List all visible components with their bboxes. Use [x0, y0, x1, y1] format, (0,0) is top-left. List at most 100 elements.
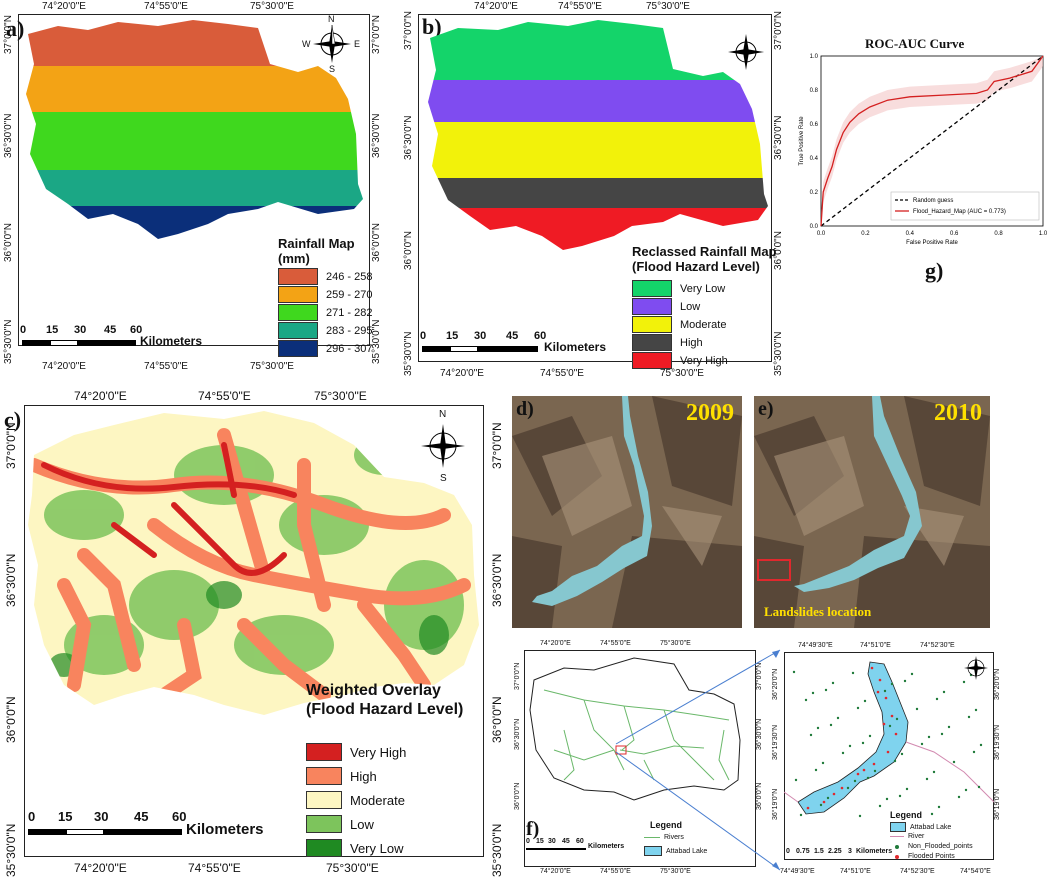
flooded-point [822, 800, 826, 804]
non-flooded-point [814, 768, 818, 772]
scale-unit: Kilometers [544, 340, 607, 354]
compass-s: S [440, 473, 447, 484]
legend-label: 271 - 282 [326, 306, 373, 319]
bottom-coord: 74°55'0"E [540, 368, 584, 379]
legend-swatch [278, 340, 318, 357]
non-flooded-point [930, 812, 934, 816]
legend-title: Weighted Overlay (Flood Hazard Level) [306, 682, 464, 718]
non-flooded-point [831, 681, 835, 685]
top-coord: 74°55'0"E [144, 1, 188, 12]
non-flooded-point [977, 785, 981, 789]
x-tick-label: 0.2 [861, 231, 870, 237]
scale-tick: 15 [536, 838, 544, 845]
non-flooded-point [853, 779, 857, 783]
right-coord: 36°20'0"N [994, 668, 1001, 700]
panel-g-label: g) [925, 258, 944, 283]
legend-entry: Random guess [913, 198, 953, 204]
x-tick-label: 0.0 [817, 231, 826, 237]
non-flooded-point [861, 741, 865, 745]
legend-label: 259 - 270 [326, 288, 373, 301]
scale-tick: 0 [526, 838, 530, 845]
right-coord: 36°0'0"N [371, 223, 382, 262]
non-flooded-point [811, 691, 815, 695]
left-coord: 36°30'0"N [3, 113, 14, 159]
y-tick-label: 0.6 [810, 122, 819, 128]
scale-tick: 45 [104, 324, 117, 336]
panel-a-label: a) [6, 16, 25, 41]
compass-s: S [329, 64, 336, 74]
right-coord: 37°0'0"N [490, 422, 504, 469]
bottom-coord: 75°30'0"E [326, 861, 379, 875]
non-flooded-point [878, 804, 882, 808]
y-tick-label: 0.4 [810, 156, 819, 162]
legend-label: Non_Flooded_points [908, 843, 973, 850]
left-coord: 36°0'0"N [403, 231, 414, 270]
x-axis-label: False Positive Rate [906, 240, 958, 246]
bottom-coord: 74°54'0"E [960, 868, 991, 875]
flooded-point [882, 722, 886, 726]
scale-tick: 30 [94, 809, 109, 824]
non-flooded-point [858, 814, 862, 818]
legend-label: 296 - 307 [326, 342, 373, 355]
legend-swatch [632, 334, 672, 351]
legend-title: Reclassed Rainfall Map (Flood Hazard Lev… [632, 244, 777, 274]
legend-label: Low [350, 816, 374, 832]
flooded-point [862, 768, 866, 772]
y-tick-label: 0.8 [810, 88, 819, 94]
legend-label: Rivers [664, 834, 684, 841]
legend-box [890, 191, 1040, 221]
non-flooded-point [974, 708, 978, 712]
right-coord: 37°0'0"N [371, 15, 382, 54]
non-flooded-point [915, 707, 919, 711]
compass-n: N [439, 409, 447, 420]
top-coord: 74°20'0"E [474, 1, 518, 12]
legend-item: River [890, 833, 924, 840]
flooded-point [890, 714, 894, 718]
non-flooded-point [821, 761, 825, 765]
scale-tick: 45 [506, 330, 519, 342]
flooded-point [856, 772, 860, 776]
scale-tick: 0 [420, 330, 427, 342]
right-coord: 37°0'0"N [773, 11, 784, 50]
scale-unit: Kilometers [588, 843, 625, 850]
legend-swatch [278, 304, 318, 321]
legend-item: Very High [632, 352, 728, 369]
satellite-2010: e) 2010 Landslides location [754, 396, 990, 628]
left-coord: 36°30'0"N [403, 115, 414, 161]
scale-tick: 1.5 [814, 848, 824, 855]
legend-item: Very Low [306, 839, 403, 857]
panel-g: ROC-AUC Curve 0.0 0.2 0.4 0.6 0.8 1.0 0.0 0.2 0.… [795, 30, 1052, 290]
compass-e: E [354, 39, 361, 49]
panel-f-inset: 74°49'30"E 74°51'0"E 74°52'30"E 74°49'30… [770, 640, 1052, 881]
legend-label: 283 - 295 [326, 324, 373, 337]
legend-title: Legend [890, 810, 923, 820]
river-network-map [529, 657, 741, 801]
legend-item: Very High [306, 743, 406, 761]
flooded-point [870, 666, 874, 670]
confidence-band [821, 56, 1043, 226]
legend-label: Very High [680, 354, 728, 367]
non-flooded-point [925, 777, 929, 781]
satellite-2009: d) 2009 [512, 396, 742, 628]
legend-label: Moderate [350, 792, 405, 808]
non-flooded-point [799, 813, 803, 817]
y-tick-label: 0.0 [810, 224, 819, 230]
weighted-overlay-map [28, 411, 479, 715]
non-flooded-point [962, 680, 966, 684]
non-flooded-point [967, 715, 971, 719]
legend-label: Flooded Points [908, 853, 955, 860]
bottom-coord: 74°20'0"E [42, 361, 86, 372]
compass-rose-b [726, 32, 766, 72]
scale-tick: 60 [576, 838, 584, 845]
bottom-coord: 75°30'0"E [250, 361, 294, 372]
legend-item: Attabad Lake [644, 846, 707, 856]
top-coord: 75°30'0"E [660, 640, 691, 647]
scale-unit: Kilometers [140, 334, 203, 348]
legend-swatch [278, 286, 318, 303]
bottom-coord: 75°30'0"E [660, 868, 691, 875]
left-coord: 36°0'0"N [514, 782, 521, 810]
right-coord: 36°30'0"N [371, 113, 382, 159]
legend-title: Legend [650, 820, 683, 830]
non-flooded-point [829, 723, 833, 727]
legend-label: River [908, 833, 925, 840]
